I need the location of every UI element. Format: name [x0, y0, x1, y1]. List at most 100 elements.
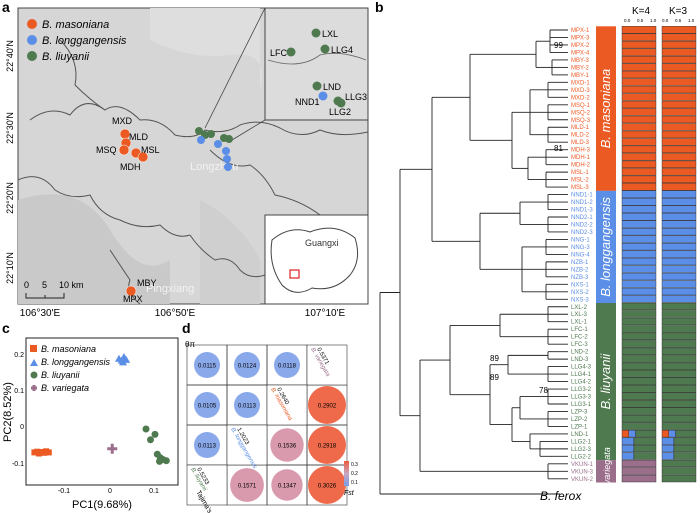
- species-bar: [596, 460, 616, 483]
- axis-tick: 0.0: [624, 18, 631, 23]
- structure-bar: [621, 70, 657, 79]
- inset-site-label: LFC: [270, 48, 288, 58]
- tip-label: VKUN-3: [571, 469, 594, 475]
- structure-bar: [621, 280, 657, 288]
- structure-bar: [633, 452, 657, 460]
- tip-label: NND2-2: [571, 223, 593, 229]
- tip-label: MSL-2: [571, 178, 589, 184]
- structure-bar: [661, 41, 697, 49]
- pca-legend-item: B. variegata: [41, 383, 89, 393]
- structure-bar: [621, 190, 657, 198]
- lat-tick: 22°10'N: [5, 252, 15, 284]
- structure-bar: [621, 26, 657, 34]
- structure-bar: [621, 33, 657, 41]
- border-line: [17, 176, 191, 237]
- bootstrap-label: 89: [490, 354, 499, 363]
- inset-site-label: LLG2: [329, 107, 351, 117]
- structure-bar: [621, 227, 657, 236]
- tip-label: MLD-1: [571, 125, 590, 131]
- tip-label: LLG4-2: [571, 380, 592, 386]
- structure-bar: [621, 444, 635, 453]
- panel-label-c: c: [2, 320, 10, 336]
- structure-bar: [661, 235, 697, 243]
- structure-bar: [621, 430, 630, 438]
- inset-site-marker: [320, 44, 330, 54]
- inset-site-marker: [312, 81, 322, 91]
- structure-bar: [621, 332, 657, 340]
- structure-bar: [628, 430, 636, 438]
- structure-bar: [661, 317, 697, 326]
- structure-bar: [661, 33, 697, 41]
- legend-masoniana: B. masoniana: [42, 19, 109, 31]
- pca-xtick: 0: [108, 488, 112, 495]
- pca-xlabel: PC1(9.68%): [72, 499, 132, 511]
- tip-label: LND-1: [571, 432, 589, 438]
- tip-label: MPX-2: [571, 43, 590, 49]
- border-line: [189, 234, 266, 278]
- structure-bar: [661, 48, 697, 56]
- tip-label: MSQ-3: [571, 118, 591, 124]
- pca-legend: B. masoniana B. longgangensis B. liuyani…: [30, 344, 111, 393]
- species-bar-label: B. variegata: [602, 447, 612, 495]
- tip-label: MBY-2: [571, 65, 589, 71]
- structure-bar: [661, 100, 697, 109]
- matrix-value: 0.0113: [238, 404, 257, 410]
- structure-bar: [661, 115, 697, 124]
- site-label: MPX: [123, 294, 143, 304]
- legend-marker: [30, 371, 38, 379]
- structure-bar: [661, 175, 697, 183]
- matrix-circle: [234, 392, 260, 418]
- lon-tick: 106°30'E: [20, 308, 61, 319]
- structure-bar: [673, 437, 697, 445]
- tip-label: MXD-3: [571, 88, 590, 94]
- matrix-circle: [230, 468, 264, 502]
- site-marker: [222, 147, 230, 155]
- structure-bar: [621, 407, 657, 415]
- structure-bar: [661, 272, 697, 281]
- structure-bar: [621, 213, 657, 221]
- structure-bar: [621, 459, 657, 468]
- tip-label: NZB-1: [571, 260, 589, 266]
- tip-label: VKUN-1: [571, 462, 594, 468]
- pca-legend-item: B. liuyanii: [41, 370, 81, 380]
- tip-label: LLG3-2: [571, 387, 592, 393]
- species-bar-label: B. masoniana: [598, 69, 613, 149]
- structure-bar: [621, 317, 657, 326]
- structure-bar: [621, 235, 657, 243]
- structure-bar: [661, 295, 697, 303]
- tip-label: MXD-2: [571, 95, 590, 101]
- axis-tick: 1.0: [650, 18, 657, 23]
- axis-tick: 1.0: [688, 18, 695, 23]
- matrix-value: 0.3026: [318, 484, 337, 490]
- structure-bar: [661, 407, 697, 415]
- species-bars: B. masoniana B. longgangensis B. liuyanii B…: [596, 26, 616, 495]
- structure-bar: [621, 392, 657, 400]
- structure-bar: [661, 257, 697, 266]
- tip-label: NXS-2: [571, 290, 589, 296]
- structure-bar: [621, 123, 657, 131]
- structure-bar: [621, 370, 657, 378]
- structure-bar: [661, 340, 697, 348]
- structure-bar: [621, 347, 657, 355]
- structure-bar: [621, 100, 657, 109]
- structure-bar: [661, 422, 697, 430]
- scale-label: 5: [42, 280, 47, 290]
- structure-bar: [661, 130, 697, 139]
- structure-bar: [661, 198, 697, 206]
- pca-point: [45, 449, 52, 456]
- tip-label: LLG2-3: [571, 447, 592, 453]
- structure-bar: [621, 340, 657, 348]
- site-marker: [118, 144, 130, 156]
- scale-label: 10 km: [59, 280, 84, 290]
- lon-tick: 107°10'E: [305, 308, 346, 319]
- tip-label: LZP-3: [571, 410, 588, 416]
- tip-label: MPX-3: [571, 36, 590, 42]
- tip-label: LFC-1: [571, 327, 588, 333]
- structure-bar: [621, 198, 657, 206]
- legend-marker: [27, 35, 37, 45]
- tip-label: MSQ-1: [571, 103, 591, 109]
- tip-label: LND-2: [571, 350, 589, 356]
- tip-label: MSL-3: [571, 185, 589, 191]
- tip-label: NND1-3: [571, 208, 593, 214]
